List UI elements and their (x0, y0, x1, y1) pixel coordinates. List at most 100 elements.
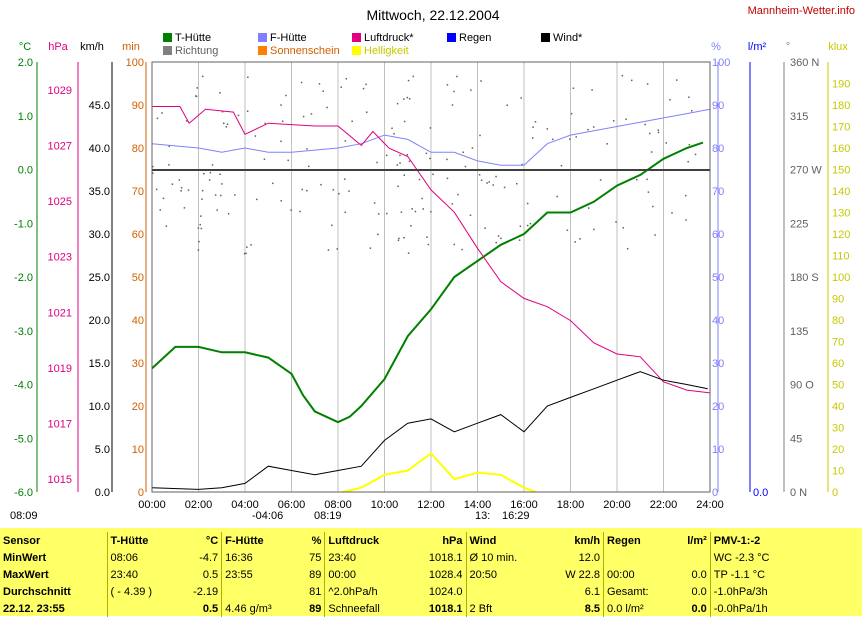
direction-point (344, 178, 346, 180)
direction-point (326, 106, 328, 109)
direction-point (621, 74, 624, 77)
direction-point (521, 163, 523, 166)
direction-point (307, 165, 310, 168)
direction-point (197, 249, 200, 251)
legend-swatch-luftdruck (352, 33, 361, 42)
pressure-tick-label: 1025 (48, 196, 72, 208)
direction-point (691, 110, 693, 112)
humidity-tick-label: 10 (712, 444, 724, 456)
stats-cell: WC -2.3 °C (709, 549, 800, 566)
direction-point (606, 143, 608, 145)
lux-tick-label: 80 (832, 315, 844, 327)
stats-cell: 2 Bft (465, 600, 545, 617)
temp-tick-label: 0.0 (18, 165, 33, 177)
direction-point (221, 110, 224, 113)
legend-swatch-t-huette (163, 33, 172, 42)
stats-row: Sensor T-Hütte °C F-Hütte% Luftdruck hPa Wind k… (0, 532, 800, 549)
direction-point (399, 154, 401, 157)
direction-point (495, 241, 497, 244)
legend-label-f-huette: F-Hütte (270, 32, 307, 44)
stats-cell: 1024.0 (428, 585, 463, 598)
unit-humidity: % (711, 41, 721, 53)
unit-lux: klux (828, 41, 848, 53)
direction-point (183, 207, 186, 209)
wind-tick-label: 35.0 (89, 186, 110, 198)
direction-point (480, 80, 482, 82)
pressure-tick-label: 1019 (48, 363, 72, 375)
direction-point (412, 75, 415, 78)
direction-point (180, 186, 183, 189)
lux-tick-label: 140 (832, 186, 850, 198)
direction-point (396, 102, 399, 105)
stats-panel: Sensor T-Hütte °C F-Hütte% Luftdruck hPa Wind k… (0, 528, 862, 617)
direction-point (272, 182, 274, 185)
direction-point (579, 238, 581, 240)
stats-cell: 20:50 (465, 566, 545, 583)
stats-cell: -1.0hPa/3h (709, 583, 800, 600)
legend: T-Hütte F-Hütte Luftdruck* Regen Wind* R… (163, 32, 583, 57)
stats-cell: ( - 4.39 ) (106, 583, 177, 600)
sun-tick-label: 40 (132, 315, 144, 327)
stats-cell: PMV-1:-2 (709, 532, 800, 549)
legend-swatch-richtung (163, 46, 172, 55)
wind-tick-label: 10.0 (89, 401, 110, 413)
stats-cell: 0.0 (691, 585, 707, 598)
stats-row: 22.12. 23:55 0.5 4.46 g/m³ 89 Schneefall 1018… (0, 600, 800, 617)
direction-point (250, 244, 252, 246)
stats-cell: 4.46 g/m³ (221, 600, 298, 617)
wind-tick-label: 45.0 (89, 100, 110, 112)
lux-tick-label: 90 (832, 294, 844, 306)
direction-point (503, 186, 506, 189)
direction-point (180, 190, 182, 192)
stats-cell: F-Hütte (221, 532, 298, 549)
lux-tick-label: 100 (832, 272, 850, 284)
direction-point (403, 120, 406, 123)
direction-point (531, 137, 534, 139)
direction-point (650, 151, 653, 153)
direction-point (225, 126, 228, 128)
direction-point (263, 158, 266, 161)
wind-tick-label: 0.0 (95, 487, 110, 499)
direction-point (264, 122, 266, 125)
direction-point (322, 90, 324, 92)
stats-table: Sensor T-Hütte °C F-Hütte% Luftdruck hPa Wind k… (0, 532, 800, 617)
direction-tick-label: 90 O (790, 380, 814, 392)
legend-swatch-sonnenschein (258, 46, 267, 55)
direction-point (320, 183, 322, 186)
legend-label-regen: Regen (459, 32, 491, 44)
direction-point (243, 252, 246, 255)
direction-point (599, 179, 602, 181)
direction-point (694, 153, 697, 156)
direction-tick-label: 0 N (790, 487, 807, 499)
direction-point (365, 111, 368, 113)
pressure-tick-label: 1015 (48, 474, 72, 486)
direction-point (430, 210, 432, 213)
direction-point (432, 173, 434, 176)
direction-point (572, 87, 575, 89)
direction-point (532, 126, 534, 128)
plot-frame (151, 61, 711, 493)
direction-point (211, 164, 214, 166)
direction-point (208, 179, 211, 181)
lux-tick-label: 170 (832, 122, 850, 134)
direction-point (302, 115, 305, 118)
time-tick-label: 20:00 (603, 499, 631, 511)
marker-t1: -04:06 (252, 510, 284, 522)
humidity-tick-label: 90 (712, 100, 724, 112)
direction-point (152, 165, 154, 168)
direction-point (351, 120, 353, 123)
direction-point (281, 120, 284, 123)
stats-row: MaxWert 23:40 0.5 23:55 89 00:00 1028.4 20:50 W … (0, 566, 800, 583)
direction-point (234, 194, 236, 196)
time-tick-label: 22:00 (650, 499, 678, 511)
site-link[interactable]: Mannheim-Wetter.info (748, 5, 855, 17)
direction-point (488, 181, 490, 183)
lux-tick-label: 0 (832, 487, 838, 499)
direction-point (546, 128, 549, 130)
time-tick-label: 04:00 (231, 499, 259, 511)
direction-point (373, 202, 376, 204)
stats-cell: Schneefall (324, 600, 409, 617)
direction-point (246, 110, 249, 112)
direction-point (669, 98, 671, 101)
stats-cell: l/m² (687, 534, 707, 547)
